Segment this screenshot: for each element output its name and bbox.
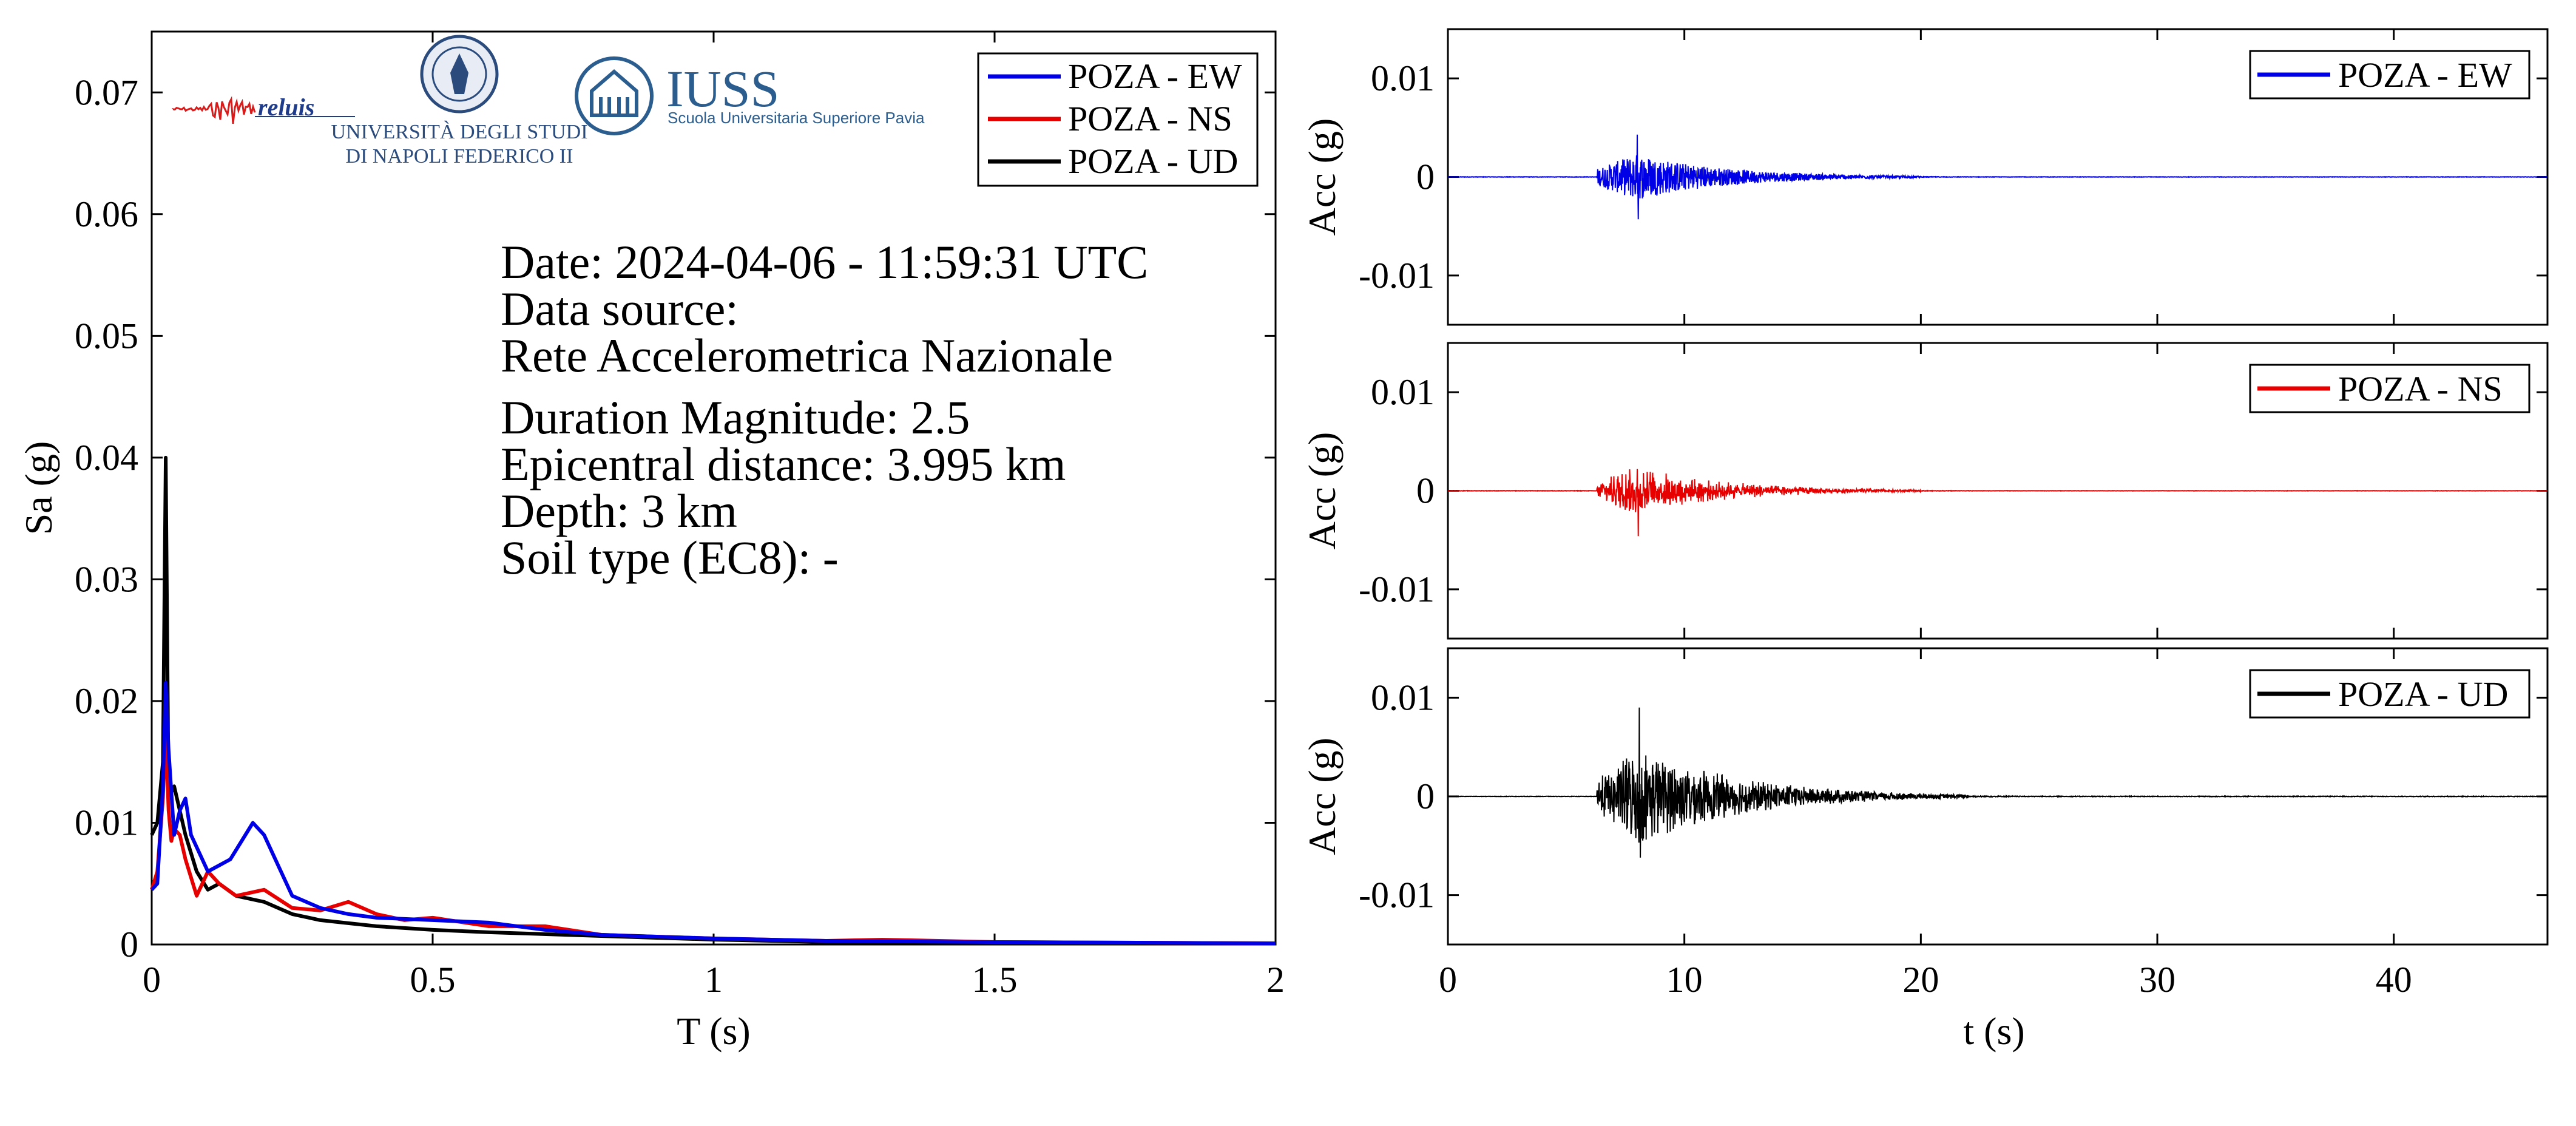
accelerogram-legend-label-ns: POZA - NS <box>2338 369 2503 409</box>
info-source-label: Data source: <box>501 282 739 335</box>
spectrum-ticks: 0 0.5 1 1.5 2 0 0.01 0.02 0.03 0.04 0.05 0.06 0.07 <box>75 32 1285 1000</box>
spectrum-ytick-label: 0.05 <box>75 316 138 356</box>
accelerogram-ytick-label: -0.01 <box>1359 569 1435 609</box>
accelerogram-ytick-label: 0 <box>1416 157 1435 197</box>
spectrum-panel: 0 0.5 1 1.5 2 0 0.01 0.02 0.03 0.04 0.05 0.06 0.07 T… <box>17 30 1285 1053</box>
accelerogram-trace-ud <box>1447 707 2548 858</box>
iuss-logo-main: IUSS <box>666 59 779 118</box>
spectrum-xtick-label: 2 <box>1266 960 1285 1000</box>
accelerogram-ytick-label: 0 <box>1416 776 1435 816</box>
info-depth: Depth: 3 km <box>501 484 737 537</box>
info-soil: Soil type (EC8): - <box>501 531 839 584</box>
reluis-waveform-graphic <box>172 96 256 124</box>
spectrum-ytick-label: 0 <box>120 924 138 965</box>
unina-seal-inner <box>431 46 487 102</box>
unina-logo: UNIVERSITÀ DEGLI STUDI DI NAPOLI FEDERIC… <box>331 35 588 168</box>
spectrum-xtick-label: 1.5 <box>972 960 1018 1000</box>
reluis-logo: reluis <box>172 93 355 124</box>
accelerogram-ytick-label: 0.01 <box>1371 677 1435 717</box>
accelerogram-panels: -0.01 0 0.01 Acc (g) POZA - EW -0.01 0 0.01 Acc … <box>1300 28 2549 1000</box>
accelerogram-ytick-label: 0.01 <box>1371 372 1435 412</box>
spectrum-ylabel: Sa (g) <box>17 441 60 535</box>
accelerogram-xtick-label: 30 <box>2139 960 2175 1000</box>
accelerogram-ytick-label: -0.01 <box>1359 256 1435 296</box>
spectrum-ytick-label: 0.02 <box>75 681 138 721</box>
spectrum-xtick-label: 0.5 <box>410 960 456 1000</box>
accelerogram-panel-ud: -0.01 0 0.01 0 10 20 30 40 Acc (g) POZA - UD <box>1300 647 2549 1000</box>
spectrum-xtick-label: 0 <box>143 960 161 1000</box>
accelerogram-panel-ew: -0.01 0 0.01 Acc (g) POZA - EW <box>1300 28 2549 326</box>
legend-label-ud: POZA - UD <box>1068 141 1238 181</box>
accelerogram-ylabel-ns: Acc (g) <box>1300 432 1344 550</box>
spectrum-xlabel: T (s) <box>677 1009 750 1053</box>
spectrum-ytick-label: 0.03 <box>75 559 138 599</box>
accelerogram-ylabel-ew: Acc (g) <box>1300 118 1344 236</box>
info-date: Date: 2024-04-06 - 11:59:31 UTC <box>501 236 1148 288</box>
accelerogram-xtick-label: 40 <box>2376 960 2412 1000</box>
spectrum-ytick-label: 0.04 <box>75 438 138 478</box>
spectrum-ytick-label: 0.07 <box>75 72 138 112</box>
accelerogram-xtick-label: 20 <box>1902 960 1939 1000</box>
spectrum-ytick-label: 0.06 <box>75 194 138 234</box>
accelerogram-trace-ew <box>1447 134 2548 220</box>
spectrum-ytick-label: 0.01 <box>75 802 138 843</box>
unina-seal-figure <box>450 53 468 94</box>
accelerogram-ytick-label: 0.01 <box>1371 58 1435 98</box>
accelerogram-xtick-label: 10 <box>1666 960 1703 1000</box>
accelerogram-panel-ns: -0.01 0 0.01 Acc (g) POZA - NS <box>1300 342 2549 640</box>
iuss-emblem-icon <box>575 56 654 135</box>
spectrum-legend: POZA - EW POZA - NS POZA - UD <box>977 52 1259 187</box>
legend-label-ew: POZA - EW <box>1068 56 1242 96</box>
info-magnitude: Duration Magnitude: 2.5 <box>501 391 970 444</box>
accelerogram-xtick-label: 0 <box>1439 960 1457 1000</box>
legend-label-ns: POZA - NS <box>1068 99 1232 138</box>
accelerogram-ytick-label: 0 <box>1416 471 1435 511</box>
info-distance: Epicentral distance: 3.995 km <box>501 438 1066 490</box>
accelerogram-ytick-label: -0.01 <box>1359 875 1435 915</box>
iuss-logo-sub: Scuola Universitaria Superiore Pavia <box>668 109 925 127</box>
unina-logo-line1: UNIVERSITÀ DEGLI STUDI <box>331 121 587 143</box>
iuss-logo: IUSS Scuola Universitaria Superiore Pavi… <box>575 56 925 135</box>
spectrum-series <box>150 455 1276 945</box>
unina-logo-line2: DI NAPOLI FEDERICO II <box>346 145 573 168</box>
accelerogram-ylabel-ud: Acc (g) <box>1300 738 1344 855</box>
info-source: Rete Accelerometrica Nazionale <box>501 329 1113 382</box>
spectrum-xtick-label: 1 <box>705 960 723 1000</box>
event-info-box: Date: 2024-04-06 - 11:59:31 UTC Data sou… <box>501 236 1148 584</box>
iuss-emblem-building <box>590 69 638 117</box>
accelerogram-xlabel: t (s) <box>1963 1009 2024 1053</box>
accelerogram-trace-ns <box>1447 469 2548 537</box>
accelerogram-legend-label-ew: POZA - EW <box>2338 55 2512 95</box>
accelerogram-legend-label-ud: POZA - UD <box>2338 674 2508 714</box>
spectrum-series-line-ew <box>150 680 1276 945</box>
